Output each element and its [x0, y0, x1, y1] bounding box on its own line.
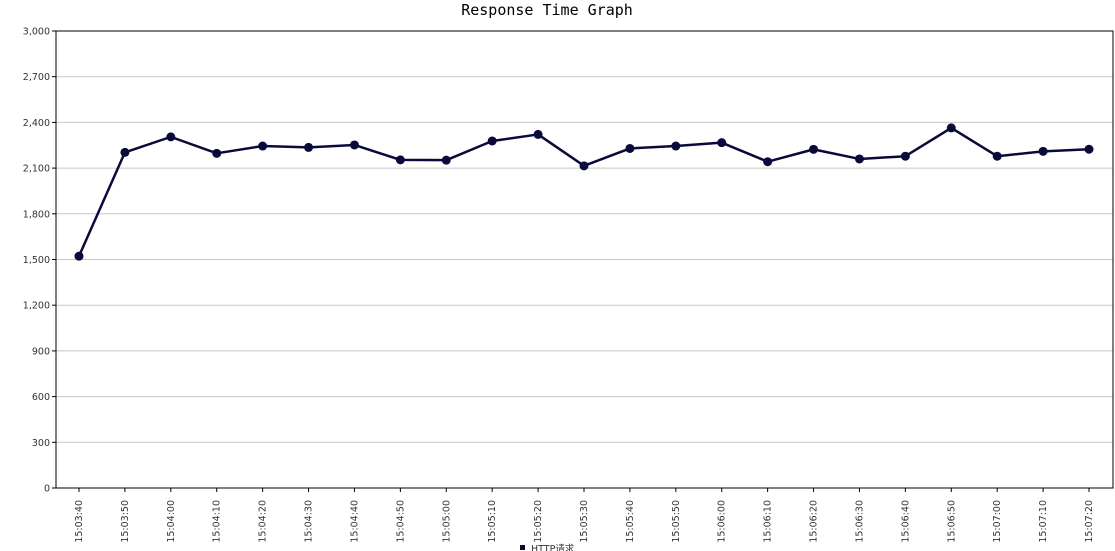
x-axis: 15:03:40 15:03:50 15:04:00 15:04:10 15:04:20… — [74, 488, 1095, 543]
x-tick-label: 15:07:10 — [1038, 500, 1049, 543]
data-point — [809, 144, 819, 154]
x-tick-label: 15:06:00 — [717, 500, 728, 543]
data-point — [349, 140, 359, 150]
x-tick-label: 15:06:50 — [946, 500, 957, 543]
data-point — [212, 148, 222, 158]
x-tick-label: 15:06:30 — [854, 500, 865, 543]
data-point — [763, 157, 773, 167]
x-tick-label: 15:06:20 — [809, 500, 820, 543]
x-tick-label: 15:06:40 — [900, 500, 911, 543]
legend-swatch — [520, 545, 525, 550]
x-tick-label: 15:04:40 — [349, 500, 360, 543]
y-tick-label: 2,700 — [23, 72, 50, 83]
y-tick-label: 600 — [32, 392, 50, 403]
y-tick-label: 0 — [44, 484, 50, 495]
x-tick-label: 15:04:20 — [258, 500, 269, 543]
data-point — [854, 154, 864, 164]
x-tick-label: 15:05:10 — [487, 500, 498, 543]
data-point — [120, 147, 130, 157]
y-tick-label: 300 — [32, 438, 50, 449]
legend: HTTP请求 — [520, 543, 575, 551]
data-point — [74, 251, 84, 261]
x-tick-label: 15:07:20 — [1084, 500, 1095, 543]
data-point — [533, 129, 543, 139]
data-point — [395, 155, 405, 165]
x-tick-label: 15:04:00 — [166, 500, 177, 543]
data-point — [441, 155, 451, 165]
series-layer — [74, 123, 1094, 261]
y-axis: 0 300 600 900 1,200 1,500 1,800 2,100 2,400 2,700… — [23, 27, 56, 495]
data-point — [258, 141, 268, 151]
x-tick-label: 15:06:10 — [763, 500, 774, 543]
y-tick-label: 2,400 — [23, 118, 50, 129]
y-tick-label: 900 — [32, 346, 50, 357]
x-tick-label: 15:05:20 — [533, 500, 544, 543]
data-point — [1038, 146, 1048, 156]
legend-label: HTTP请求 — [531, 543, 575, 551]
data-point — [166, 132, 176, 142]
x-tick-label: 15:03:40 — [74, 500, 85, 543]
data-point — [946, 123, 956, 133]
x-tick-label: 15:04:50 — [395, 500, 406, 543]
x-tick-label: 15:05:50 — [671, 500, 682, 543]
data-point — [900, 151, 910, 161]
data-point — [992, 151, 1002, 161]
y-tick-label: 1,800 — [23, 209, 50, 220]
y-tick-label: 2,100 — [23, 164, 50, 175]
x-tick-label: 15:05:00 — [441, 500, 452, 543]
x-tick-label: 15:07:00 — [992, 500, 1003, 543]
grid-lines — [56, 76, 1113, 443]
y-tick-label: 1,200 — [23, 301, 50, 312]
x-tick-label: 15:03:50 — [120, 500, 131, 543]
y-tick-label: 3,000 — [23, 27, 50, 38]
chart-title: Response Time Graph — [461, 1, 633, 19]
x-tick-label: 15:05:30 — [579, 500, 590, 543]
series-line — [77, 126, 1090, 257]
x-tick-label: 15:04:30 — [304, 500, 315, 543]
x-tick-label: 15:04:10 — [212, 500, 223, 543]
y-tick-label: 1,500 — [23, 255, 50, 266]
data-point — [717, 138, 727, 148]
x-tick-label: 15:05:40 — [625, 500, 636, 543]
data-point — [625, 143, 635, 153]
data-point — [304, 142, 314, 152]
data-point — [671, 141, 681, 151]
data-point — [487, 136, 497, 146]
data-point — [1084, 144, 1094, 154]
data-point — [579, 161, 589, 171]
